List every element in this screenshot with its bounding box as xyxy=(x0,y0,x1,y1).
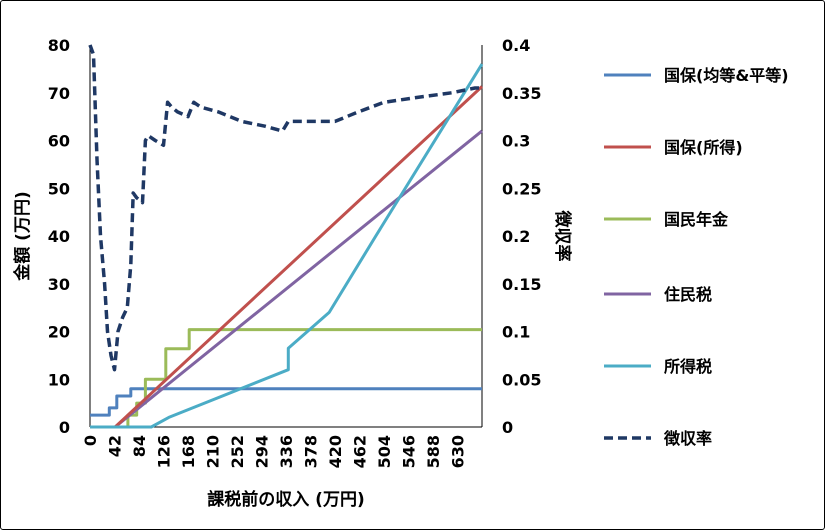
y-tick-label-left: 70 xyxy=(48,84,70,103)
x-tick-label: 126 xyxy=(155,435,174,468)
x-tick-label: 462 xyxy=(351,435,370,468)
y-tick-label-right: 0.4 xyxy=(502,36,530,55)
x-tick-label: 378 xyxy=(302,435,321,468)
y-tick-label-right: 0.1 xyxy=(502,323,530,342)
y-tick-label-left: 30 xyxy=(48,275,70,294)
x-tick-label: 630 xyxy=(449,435,468,468)
y-tick-label-right: 0.25 xyxy=(502,179,541,198)
x-tick-label: 210 xyxy=(204,435,223,468)
y-tick-label-right: 0.05 xyxy=(502,370,541,389)
x-tick-label: 420 xyxy=(326,435,345,468)
y-tick-label-right: 0.35 xyxy=(502,84,541,103)
x-tick-label: 0 xyxy=(81,435,100,446)
series-line xyxy=(90,129,483,429)
y-tick-label-left: 10 xyxy=(48,370,70,389)
y-tick-label-left: 50 xyxy=(48,179,70,198)
legend-label: 所得税 xyxy=(664,357,712,376)
series-line xyxy=(90,387,482,417)
y-tick-label-right: 0.15 xyxy=(502,275,541,294)
y-tick-label-left: 20 xyxy=(48,323,70,342)
y-tick-label-left: 80 xyxy=(48,36,70,55)
legend-label: 国民年金 xyxy=(664,210,729,229)
y-axis-title-right: 徴収率 xyxy=(552,210,573,262)
series-line xyxy=(90,85,484,429)
y-tick-label-right: 0 xyxy=(502,418,513,437)
x-tick-label: 84 xyxy=(130,435,149,457)
y-tick-label-right: 0.3 xyxy=(502,132,530,151)
x-tick-label: 252 xyxy=(228,435,247,468)
legend-label: 徴収率 xyxy=(663,429,712,448)
x-tick-label: 294 xyxy=(253,435,272,468)
y-axis-title-left: 金額 (万円) xyxy=(12,191,33,281)
legend-label: 国保(所得) xyxy=(664,138,743,157)
y-tick-label-left: 0 xyxy=(59,418,70,437)
x-tick-label: 588 xyxy=(424,435,443,468)
y-tick-label-right: 0.2 xyxy=(502,227,530,246)
ticks-layer: 0 10 20 30 40 50 60 70 80 0 0.05 0.1 0.15 0.2 0.25 0.3 0… xyxy=(48,36,542,468)
series-line xyxy=(90,63,484,429)
series-line xyxy=(90,328,482,429)
y-tick-label-left: 60 xyxy=(48,132,70,151)
legend-label: 住民税 xyxy=(664,285,712,304)
x-tick-label: 42 xyxy=(106,435,125,457)
x-axis-title: 課税前の収入 (万円) xyxy=(207,489,364,510)
legend-label: 国保(均等&平等) xyxy=(664,66,789,85)
x-tick-label: 546 xyxy=(400,435,419,468)
series-layer xyxy=(88,44,484,429)
x-tick-label: 168 xyxy=(179,435,198,468)
y-tick-label-left: 40 xyxy=(48,227,70,246)
x-tick-label: 504 xyxy=(375,435,394,468)
x-tick-label: 336 xyxy=(277,435,296,468)
series-line xyxy=(88,44,482,372)
axes-layer xyxy=(89,45,483,428)
